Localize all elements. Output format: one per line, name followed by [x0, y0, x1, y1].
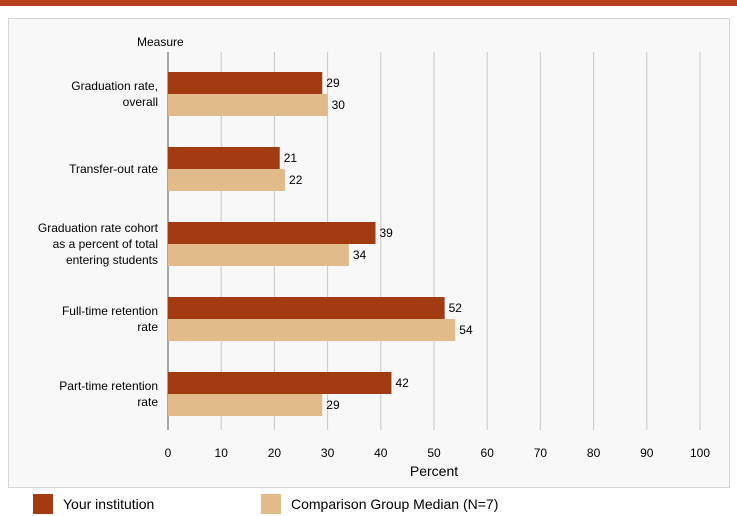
x-tick-label: 60: [481, 446, 495, 460]
bar-value-label: 22: [289, 173, 303, 187]
category-label: Graduation rate,: [71, 79, 158, 93]
x-tick-label: 10: [215, 446, 229, 460]
bar-value-label: 29: [326, 398, 340, 412]
bar-your-institution: [168, 222, 376, 244]
x-tick-label: 40: [374, 446, 388, 460]
legend-swatch-comparison-group: [261, 494, 281, 514]
x-tick-label: 90: [640, 446, 654, 460]
legend-item-your-institution: Your institution: [33, 493, 154, 515]
x-tick-label: 70: [534, 446, 548, 460]
x-tick-label: 0: [165, 446, 172, 460]
bar-comparison-median: [168, 244, 349, 266]
category-label: overall: [123, 95, 158, 109]
category-label: Graduation rate cohort: [38, 221, 159, 235]
x-tick-label: 50: [427, 446, 441, 460]
category-label: as a percent of total: [53, 237, 158, 251]
bar-value-label: 30: [332, 98, 346, 112]
bar-value-label: 52: [449, 301, 463, 315]
bar-value-label: 21: [284, 151, 298, 165]
y-axis-title: Measure: [137, 35, 184, 49]
legend-swatch-your-institution: [33, 494, 53, 514]
bar-your-institution: [168, 372, 392, 394]
category-label: Part-time retention: [59, 379, 158, 393]
category-label: Transfer-out rate: [69, 162, 158, 176]
bar-value-label: 29: [326, 76, 340, 90]
bar-your-institution: [168, 72, 323, 94]
bar-comparison-median: [168, 169, 286, 191]
x-tick-label: 80: [587, 446, 601, 460]
bar-comparison-median: [168, 94, 328, 116]
bar-comparison-median: [168, 319, 456, 341]
category-label: rate: [137, 320, 158, 334]
x-tick-label: 30: [321, 446, 335, 460]
x-tick-label: 20: [268, 446, 282, 460]
legend-label-your-institution: Your institution: [63, 496, 155, 512]
category-label: rate: [137, 395, 158, 409]
bar-value-label: 42: [395, 376, 409, 390]
bar-your-institution: [168, 147, 280, 169]
header-accent-rule: [0, 0, 737, 6]
bar-value-label: 34: [353, 248, 367, 262]
chart-frame: [8, 18, 730, 488]
bar-your-institution: [168, 297, 445, 319]
legend-label-comparison-group: Comparison Group Median (N=7): [291, 496, 499, 512]
x-tick-label: 100: [690, 446, 710, 460]
category-label: Full-time retention: [62, 304, 158, 318]
x-axis-title: Percent: [410, 463, 458, 479]
bar-comparison-median: [168, 394, 323, 416]
legend-item-comparison-group: Comparison Group Median (N=7): [261, 493, 498, 515]
bar-value-label: 39: [379, 226, 393, 240]
category-label: entering students: [66, 253, 158, 267]
bar-value-label: 54: [459, 323, 473, 337]
